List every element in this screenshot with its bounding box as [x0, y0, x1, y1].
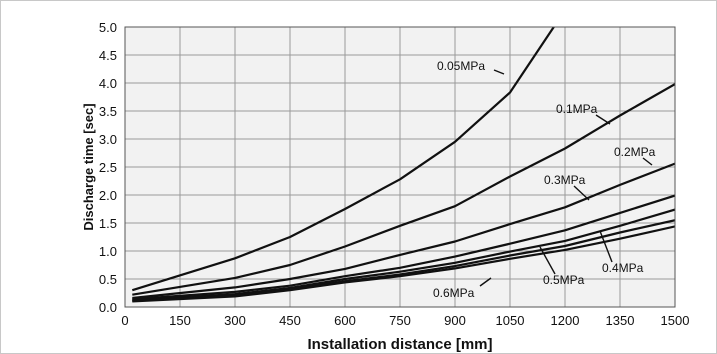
x-tick-label: 0	[121, 313, 128, 328]
y-tick-label: 3.5	[99, 104, 117, 119]
series-label: 0.1MPa	[556, 102, 598, 116]
y-tick-label: 4.0	[99, 76, 117, 91]
series-label-leader	[493, 69, 505, 75]
y-tick-label: 0.5	[99, 272, 117, 287]
series-label: 0.4MPa	[602, 261, 644, 275]
x-tick-label: 1500	[661, 313, 690, 328]
x-tick-label: 1050	[496, 313, 525, 328]
y-tick-label: 2.0	[99, 188, 117, 203]
series-label-leader	[539, 246, 556, 275]
series-label-leader	[642, 157, 653, 166]
series-line-0-2mpa	[132, 162, 675, 300]
plot-border	[124, 26, 676, 308]
series-line-0-6mpa	[132, 225, 675, 303]
y-axis-title: Discharge time [sec]	[81, 103, 96, 230]
y-tick-label: 5.0	[99, 20, 117, 35]
series-line-0-3mpa	[132, 194, 675, 301]
x-tick-label: 150	[169, 313, 191, 328]
series-line-0-05mpa	[131, 27, 556, 292]
series-lines	[131, 27, 675, 303]
series-label-leader	[479, 277, 492, 287]
x-tick-label: 300	[224, 313, 246, 328]
y-tick-label: 2.5	[99, 160, 117, 175]
series-line-0-5mpa	[132, 219, 675, 302]
series-label: 0.6MPa	[433, 286, 475, 300]
x-tick-label: 600	[334, 313, 356, 328]
series-labels: 0.05MPa 0.1MPa 0.2MPa 0.3MPa 0.4MPa 0.5MPa 0.6…	[433, 59, 656, 300]
x-tick-label: 450	[279, 313, 301, 328]
series-label: 0.5MPa	[543, 273, 585, 287]
y-tick-label: 0.0	[99, 300, 117, 315]
series-label: 0.3MPa	[544, 173, 586, 187]
series-label-leader	[595, 114, 611, 125]
x-tick-label: 1350	[606, 313, 635, 328]
series-label-leader	[573, 185, 590, 201]
x-axis-title: Installation distance [mm]	[307, 336, 492, 353]
series-label: 0.2MPa	[614, 145, 656, 159]
y-tick-label: 1.0	[99, 244, 117, 259]
grid-lines	[125, 27, 675, 307]
x-axis-ticks: 0 150 300 450 600 750 900 1050 1200 1350 1500	[121, 313, 689, 328]
y-axis-ticks: 0.0 0.5 1.0 1.5 2.0 2.5 3.0 3.5 4.0 4.5 5.0	[99, 20, 117, 315]
series-label-leader	[599, 230, 613, 263]
y-tick-label: 4.5	[99, 48, 117, 63]
x-tick-label: 750	[389, 313, 411, 328]
series-line-0-1mpa	[132, 83, 675, 296]
x-tick-label: 1200	[551, 313, 580, 328]
series-label: 0.05MPa	[437, 59, 485, 73]
x-tick-label: 900	[444, 313, 466, 328]
y-tick-label: 1.5	[99, 216, 117, 231]
y-tick-label: 3.0	[99, 132, 117, 147]
